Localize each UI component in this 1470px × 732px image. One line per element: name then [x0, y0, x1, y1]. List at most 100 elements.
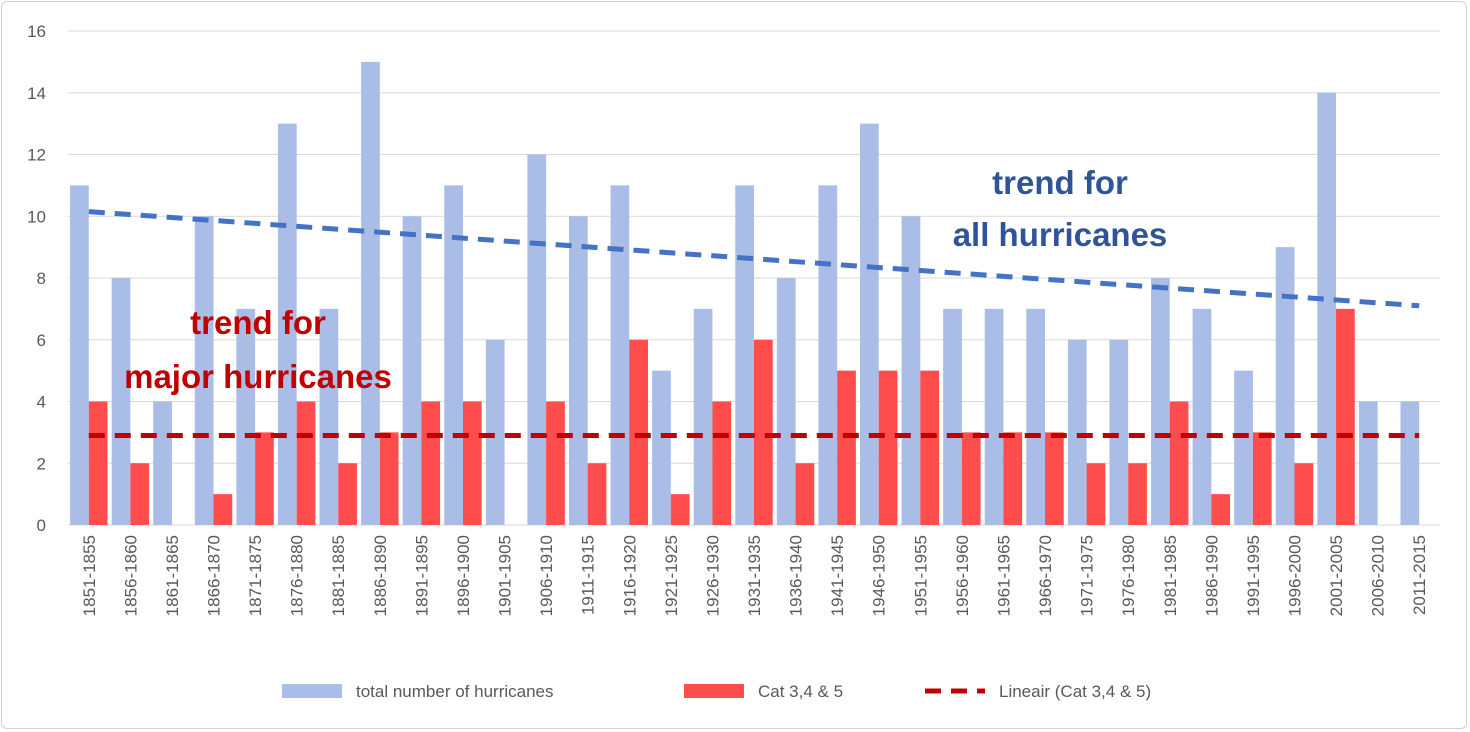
bar-total	[901, 216, 921, 525]
bar-total	[1234, 370, 1253, 525]
legend-label-total: total number of hurricanes	[356, 682, 554, 701]
bar-total	[236, 308, 256, 525]
bar-total	[1067, 339, 1087, 525]
x-tick-label: 1996-2000	[1285, 535, 1304, 616]
x-tick-label: 1871-1875	[246, 535, 265, 616]
x-tick-label: 1971-1975	[1078, 535, 1097, 616]
bar-total	[527, 154, 547, 525]
x-tick-label: 1976-1980	[1119, 535, 1138, 616]
bar-major	[961, 432, 981, 525]
bar-total	[735, 185, 754, 525]
bar-total	[776, 278, 796, 525]
x-tick-label: 1886-1890	[371, 535, 390, 616]
bar-major	[587, 463, 607, 525]
x-tick-label: 1866-1870	[205, 535, 224, 616]
x-tick-label: 1946-1950	[870, 535, 889, 616]
x-tick-label: 1906-1910	[537, 535, 556, 616]
y-tick-label: 16	[27, 22, 46, 41]
y-tick-label: 0	[37, 516, 46, 535]
x-tick-label: 1931-1935	[745, 535, 764, 616]
x-tick-label: 1956-1960	[953, 535, 972, 616]
x-tick-label: 1951-1955	[911, 535, 930, 616]
bar-major	[1086, 463, 1106, 525]
x-tick-label: 1856-1860	[121, 535, 140, 616]
bar-major	[795, 463, 815, 525]
bar-total	[610, 185, 630, 525]
y-tick-label: 12	[27, 146, 46, 165]
bar-total	[1358, 401, 1378, 525]
x-tick-label: 1896-1900	[454, 535, 473, 616]
bar-total	[361, 61, 380, 525]
bar-major	[255, 432, 274, 525]
x-tick-label: 1901-1905	[496, 535, 515, 616]
x-tick-label: 1921-1925	[662, 535, 681, 616]
y-tick-label: 2	[37, 454, 46, 473]
y-tick-label: 4	[37, 393, 46, 412]
bar-total	[402, 216, 422, 525]
bar-total	[485, 339, 505, 525]
x-tick-label: 1851-1855	[80, 535, 99, 616]
bar-major	[1336, 308, 1355, 525]
annotations: trend for all hurricanes trend for major…	[124, 164, 1167, 395]
x-tick-label: 1961-1965	[994, 535, 1013, 616]
legend-swatch-total	[282, 684, 342, 698]
bar-total	[1400, 401, 1420, 525]
bar-total	[860, 123, 879, 525]
bar-total	[1192, 308, 1212, 525]
bar-major	[670, 494, 690, 525]
bar-total	[984, 308, 1004, 525]
y-axis: 0 2 4 6 8 10 12 14 16	[27, 22, 46, 535]
x-tick-label: 2011-2015	[1410, 535, 1429, 615]
bar-major	[1252, 432, 1272, 525]
x-tick-label: 1926-1930	[703, 535, 722, 616]
annotation-major-line2: major hurricanes	[124, 358, 392, 395]
bar-total	[818, 185, 838, 525]
y-tick-label: 8	[37, 269, 46, 288]
bar-major	[754, 339, 773, 525]
x-tick-label: 1936-1940	[787, 535, 806, 616]
bar-total	[194, 216, 214, 525]
y-tick-label: 14	[27, 84, 46, 103]
bar-total	[1109, 339, 1129, 525]
bar-major	[920, 370, 940, 525]
bar-major	[130, 463, 150, 525]
trendlines	[88, 209, 1420, 438]
bar-total	[1151, 278, 1170, 525]
bar-major	[379, 432, 399, 525]
bar-major	[462, 401, 482, 525]
x-tick-label: 1981-1985	[1161, 535, 1180, 616]
bar-total	[693, 308, 713, 525]
bar-major	[1169, 401, 1189, 525]
bar-total	[943, 308, 962, 525]
x-tick-label: 1991-1995	[1244, 535, 1263, 616]
x-tick-label: 1911-1915	[579, 535, 598, 615]
bar-total	[153, 401, 172, 525]
y-tick-label: 6	[37, 331, 46, 350]
bar-total	[444, 185, 463, 525]
bar-total	[111, 278, 131, 525]
bars	[70, 61, 1420, 525]
bar-major	[546, 401, 565, 525]
bar-major	[338, 463, 357, 525]
x-axis: 1851-1855 1856-1860 1861-1865 1866-1870 1871…	[80, 535, 1429, 616]
bar-total	[319, 308, 339, 525]
bar-major	[1003, 432, 1023, 525]
x-tick-label: 1986-1990	[1202, 535, 1221, 616]
bar-total	[1026, 308, 1046, 525]
legend-label-trend: Lineair (Cat 3,4 & 5)	[999, 682, 1151, 701]
bar-total	[70, 185, 89, 525]
x-tick-label: 1876-1880	[288, 535, 307, 616]
bar-major	[296, 401, 316, 525]
bar-major	[1045, 432, 1064, 525]
bar-major	[712, 401, 732, 525]
bar-major	[1294, 463, 1314, 525]
bar-major	[878, 370, 898, 525]
bar-total	[1275, 247, 1295, 525]
bar-total	[652, 370, 671, 525]
bar-total	[568, 216, 588, 525]
x-tick-label: 1861-1865	[163, 535, 182, 616]
trendline-all	[88, 209, 1420, 309]
annotation-all-line1: trend for	[992, 164, 1128, 201]
